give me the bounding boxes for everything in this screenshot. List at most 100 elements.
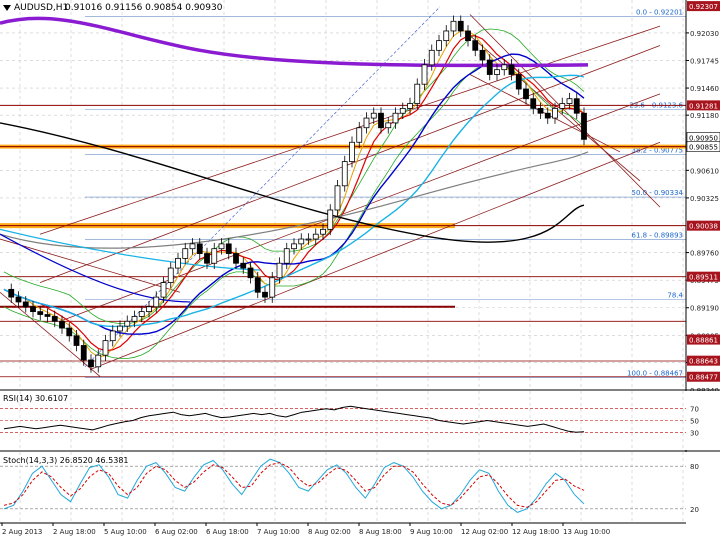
candle-body — [66, 327, 73, 337]
candle-body — [233, 253, 239, 264]
stochastic-panel[interactable]: 80 20 Stoch(14,3,3) 26.8520 46.5381 — [0, 452, 720, 523]
channel-lines — [0, 6, 661, 377]
candle-body — [327, 209, 334, 230]
candle-body — [95, 354, 102, 368]
candle-body — [472, 40, 479, 51]
price-label: 0.90855 — [689, 144, 718, 152]
candle-body — [443, 30, 450, 42]
time-tick-label: 2 Aug 2013 — [2, 528, 42, 536]
price-label-box — [687, 334, 720, 345]
candle-body — [537, 107, 544, 114]
candle-body — [254, 277, 261, 293]
candle-body — [146, 306, 152, 313]
price-label: 0.92307 — [689, 3, 718, 11]
candle-body — [581, 112, 587, 140]
candle-body — [399, 107, 406, 114]
candle-body — [421, 64, 428, 85]
time-tick-label: 8 Aug 18:00 — [359, 528, 402, 536]
candle-body — [225, 243, 232, 254]
candle-body — [124, 320, 131, 327]
ma-black — [0, 122, 585, 243]
candle-body — [15, 296, 22, 303]
candle-body — [167, 267, 174, 283]
candle-body — [160, 282, 167, 298]
candle-body — [88, 359, 94, 368]
candle-body — [334, 185, 341, 211]
candle-body — [341, 161, 348, 187]
ma-blue-early — [0, 233, 191, 303]
symbol-menu-icon[interactable] — [3, 5, 11, 11]
candle-body — [566, 98, 573, 104]
rsi-tick-label: 50 — [690, 418, 699, 426]
candle-body — [544, 112, 551, 119]
candle-body — [523, 88, 529, 100]
candle-body — [457, 20, 464, 32]
candle-body — [218, 243, 225, 250]
candle-body — [8, 288, 15, 298]
stoch-lines — [3, 458, 585, 513]
candle-body — [559, 103, 566, 109]
candle-body — [436, 40, 442, 51]
candle-body — [240, 262, 247, 269]
candle-body — [573, 98, 580, 114]
horizontal-levels — [0, 104, 686, 378]
candle-body — [109, 330, 116, 342]
rsi-levels — [0, 408, 686, 433]
candle-body — [247, 267, 254, 279]
price-labels: 0.92307 0.91281 0.90950 0.90855 0.90038 0.895… — [686, 1, 720, 382]
price-label: 0.88477 — [689, 374, 718, 382]
candle-body — [138, 311, 145, 317]
price-tick-label: 0.90325 — [690, 195, 719, 203]
candle-body — [320, 228, 326, 235]
candle-body — [73, 335, 80, 346]
time-tick-label: 2 Aug 18:00 — [53, 528, 96, 536]
candle-body — [117, 325, 123, 332]
candle-body — [515, 74, 522, 90]
candle-body — [363, 117, 370, 129]
channel-line — [89, 141, 661, 371]
time-tick-label: 5 Aug 10:00 — [104, 528, 147, 536]
rsi-tick-label: 30 — [690, 429, 699, 437]
price-panel-bg — [0, 0, 720, 390]
candle-body — [508, 64, 515, 75]
candle-body — [450, 20, 457, 32]
channel-line — [0, 291, 101, 377]
candle-body — [465, 30, 471, 42]
candle-body — [305, 238, 312, 241]
fib-trend-line — [84, 6, 441, 367]
rsi-panel[interactable]: 70 50 30 RSI(14) 30.6107 — [0, 391, 720, 450]
time-tick-label: 7 Aug 10:00 — [257, 528, 300, 536]
time-tick-label: 6 Aug 18:00 — [206, 528, 249, 536]
channel-line — [0, 238, 181, 293]
stoch-tick-label: 80 — [690, 463, 699, 471]
candle-body — [298, 238, 305, 245]
candle-body — [407, 103, 413, 109]
price-label-box — [687, 371, 720, 382]
candle-body — [392, 112, 399, 124]
price-tick-label: 0.91745 — [690, 57, 719, 65]
price-tick-label: 0.91460 — [690, 85, 719, 93]
candle-body — [283, 248, 290, 264]
time-tick-label: 13 Aug 10:00 — [563, 528, 610, 536]
candles — [8, 15, 587, 373]
channel-line — [469, 14, 661, 208]
channel-line — [59, 93, 661, 322]
rsi-grid — [19, 391, 684, 450]
price-tick-label: 0.89760 — [690, 250, 719, 258]
candle-body — [479, 49, 486, 61]
candle-body — [262, 291, 268, 298]
rsi-title: RSI(14) 30.6107 — [3, 394, 68, 403]
candle-body — [349, 141, 355, 163]
fib-label: 78.4 — [667, 292, 683, 300]
price-label-box — [687, 220, 720, 231]
candle-body — [189, 243, 196, 250]
candle-body — [182, 248, 189, 259]
time-tick-label: 6 Aug 02:00 — [155, 528, 198, 536]
candle-body — [102, 340, 109, 356]
time-tick-label: 8 Aug 02:00 — [308, 528, 351, 536]
stoch-title: Stoch(14,3,3) 26.8520 46.5381 — [3, 456, 129, 465]
candle-body — [131, 316, 138, 322]
